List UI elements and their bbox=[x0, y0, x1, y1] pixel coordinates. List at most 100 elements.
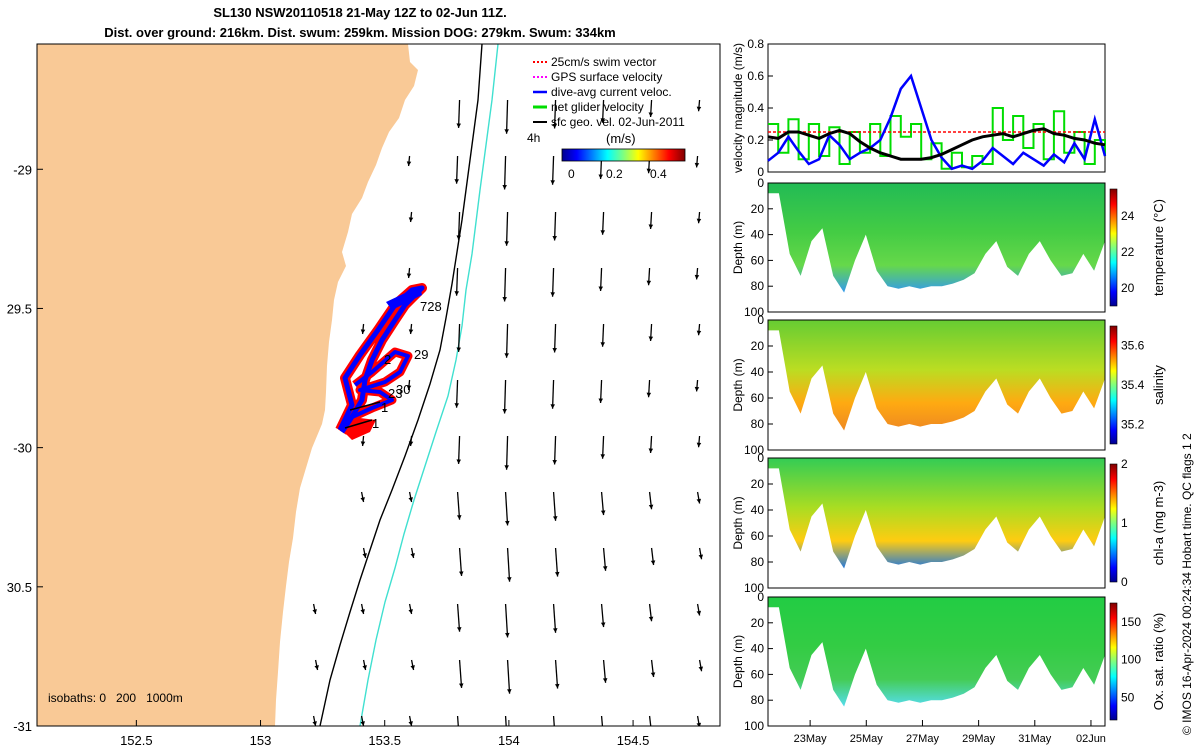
velocity-y-label: velocity magnitude (m/s) bbox=[731, 43, 745, 173]
heatmap-colorbar-tick-label: 35.4 bbox=[1121, 378, 1145, 392]
velocity-arrowhead bbox=[648, 112, 654, 118]
time-tick-label: 25May bbox=[850, 733, 884, 745]
heatmap-y-tick-label: 40 bbox=[751, 228, 765, 242]
velocity-arrowhead bbox=[648, 224, 654, 230]
velocity-arrowhead bbox=[362, 553, 367, 558]
velocity-arrowhead bbox=[696, 330, 702, 336]
velocity-arrow bbox=[456, 603, 461, 632]
velocity-arrow bbox=[457, 211, 461, 240]
colorbar-tick-0.2: 0.2 bbox=[606, 167, 623, 181]
map-axis-ticks: 152.5 153 153.5 154 154.5 -29 29.5 -30 30.5 -31 bbox=[7, 162, 650, 748]
velocity-arrowhead bbox=[646, 392, 652, 398]
label-4h: 4h bbox=[527, 131, 540, 145]
velocity-arrowhead bbox=[360, 497, 365, 502]
heatmap-colorbar-tick-label: 150 bbox=[1121, 615, 1141, 629]
velocity-arrowhead bbox=[553, 740, 558, 745]
time-tick-label: 02Jun bbox=[1076, 733, 1106, 745]
velocity-arrow bbox=[456, 715, 459, 726]
heatmap-y-tick-label: 80 bbox=[751, 555, 765, 569]
velocity-arrowhead bbox=[408, 497, 413, 502]
velocity-arrowhead bbox=[456, 627, 462, 632]
velocity-arrow bbox=[553, 435, 557, 465]
heatmap-y-tick-label: 80 bbox=[751, 417, 765, 431]
heatmap-y-tick-label: 40 bbox=[751, 365, 765, 379]
velocity-arrow bbox=[504, 603, 509, 638]
velocity-arrowhead bbox=[552, 347, 557, 353]
velocity-arrowhead bbox=[408, 609, 413, 614]
map-x-tick-label: 153.5 bbox=[368, 733, 401, 748]
velocity-arrowhead bbox=[694, 386, 700, 392]
map-x-tick-label: 154 bbox=[498, 733, 520, 748]
velocity-arrow bbox=[551, 155, 555, 185]
map-y-tick-label: -29 bbox=[13, 162, 32, 177]
track-label-1a: 1 bbox=[381, 400, 388, 415]
velocity-arrow bbox=[455, 379, 459, 408]
map-panel: 728 29 2 30 23 1 1 25cm/s swim vector GP… bbox=[7, 43, 721, 748]
heatmap-y-tick-label: 60 bbox=[751, 667, 765, 681]
heatmap-y-label: Depth (m) bbox=[731, 358, 745, 411]
velocity-arrowhead bbox=[552, 235, 557, 241]
velocity-arrow bbox=[503, 267, 507, 302]
velocity-arrowhead bbox=[454, 403, 460, 408]
heatmap-colorbar-tick-label: 35.2 bbox=[1121, 417, 1145, 431]
heatmap-y-tick-label: 40 bbox=[751, 642, 765, 656]
velocity-arrow bbox=[553, 211, 557, 241]
heatmap-colorbar-tick-label: 22 bbox=[1121, 245, 1135, 259]
heatmap-frame-outline bbox=[767, 182, 1106, 313]
map-y-tick-label: -31 bbox=[13, 719, 32, 734]
velocity-arrowhead bbox=[646, 280, 652, 286]
velocity-arrowhead bbox=[696, 722, 702, 726]
heatmap-panel: 0 20 40 60 80 100 Depth (m) 20 22 24 temperature (… bbox=[731, 176, 1166, 319]
velocity-arrowhead bbox=[600, 622, 606, 628]
heatmap-frame-outline bbox=[767, 596, 1106, 727]
velocity-arrow bbox=[648, 715, 652, 726]
velocity-series-line bbox=[767, 73, 1107, 171]
time-tick-label: 23May bbox=[794, 733, 828, 745]
velocity-arrowhead bbox=[550, 180, 555, 185]
track-label-1b: 1 bbox=[372, 416, 379, 431]
velocity-arrow bbox=[600, 715, 604, 726]
heatmap-y-tick-label: 100 bbox=[744, 443, 764, 457]
heatmap-colorbar bbox=[1109, 188, 1118, 307]
velocity-arrowhead bbox=[598, 286, 604, 292]
velocity-arrowhead bbox=[696, 498, 702, 504]
velocity-arrowhead bbox=[696, 610, 702, 616]
velocity-series-line bbox=[768, 107, 1106, 170]
velocity-arrowhead bbox=[456, 459, 461, 464]
heatmap-y-tick-label: 60 bbox=[751, 253, 765, 267]
track-label-29: 29 bbox=[414, 347, 428, 362]
heatmap-colorbar-label: Ox. sat. ratio (%) bbox=[1151, 613, 1166, 711]
velocity-arrowhead bbox=[408, 329, 414, 334]
heatmap-colorbar-label: salinity bbox=[1151, 365, 1166, 405]
velocity-arrow bbox=[455, 155, 459, 184]
heatmap-y-tick-label: 20 bbox=[751, 477, 765, 491]
velocity-arrowhead bbox=[698, 554, 704, 560]
velocity-arrow bbox=[503, 379, 507, 414]
velocity-arrowhead bbox=[502, 296, 507, 302]
velocity-arrowhead bbox=[554, 683, 560, 689]
heatmap-y-tick-label: 20 bbox=[751, 339, 765, 353]
map-legend: 25cm/s swim vector GPS surface velocity … bbox=[533, 55, 685, 129]
heatmap-field bbox=[768, 597, 1105, 707]
velocity-arrowhead bbox=[696, 218, 702, 224]
velocity-y-tick-label: 0.6 bbox=[747, 69, 764, 83]
velocity-arrowhead bbox=[694, 274, 700, 280]
heatmap-y-tick-label: 60 bbox=[751, 391, 765, 405]
velocity-arrowhead bbox=[600, 230, 606, 235]
time-tick-label: 29May bbox=[962, 733, 996, 745]
heatmap-y-tick-label: 20 bbox=[751, 202, 765, 216]
chart-title-line2: Dist. over ground: 216km. Dist. swum: 25… bbox=[104, 25, 616, 40]
velocity-arrowhead bbox=[550, 404, 555, 409]
track-label-30: 30 bbox=[396, 382, 410, 397]
velocity-arrowhead bbox=[507, 689, 512, 694]
velocity-arrowhead bbox=[408, 217, 414, 222]
velocity-arrowhead bbox=[360, 609, 365, 614]
velocity-arrow bbox=[505, 435, 509, 470]
heatmap-y-tick-label: 20 bbox=[751, 616, 765, 630]
velocity-arrow bbox=[554, 659, 559, 689]
velocity-arrowhead bbox=[648, 336, 654, 342]
velocity-arrowhead bbox=[554, 571, 560, 577]
velocity-arrowhead bbox=[456, 123, 461, 128]
velocity-arrowhead bbox=[698, 666, 704, 672]
